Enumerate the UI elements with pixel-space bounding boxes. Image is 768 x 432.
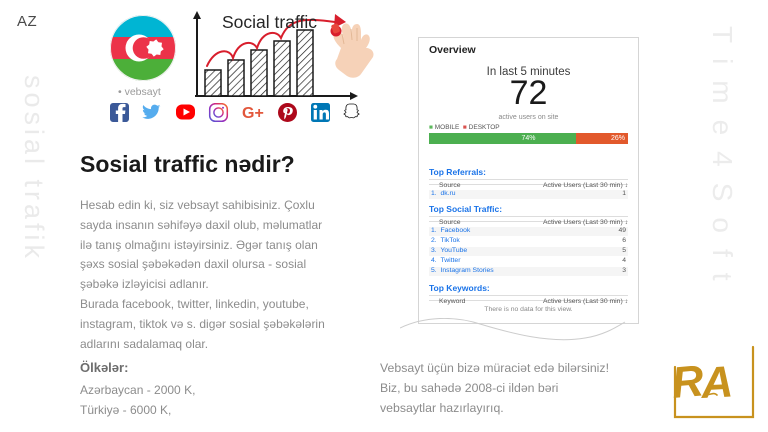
svg-text:A: A	[699, 357, 734, 408]
svg-text:G+: G+	[242, 105, 264, 122]
